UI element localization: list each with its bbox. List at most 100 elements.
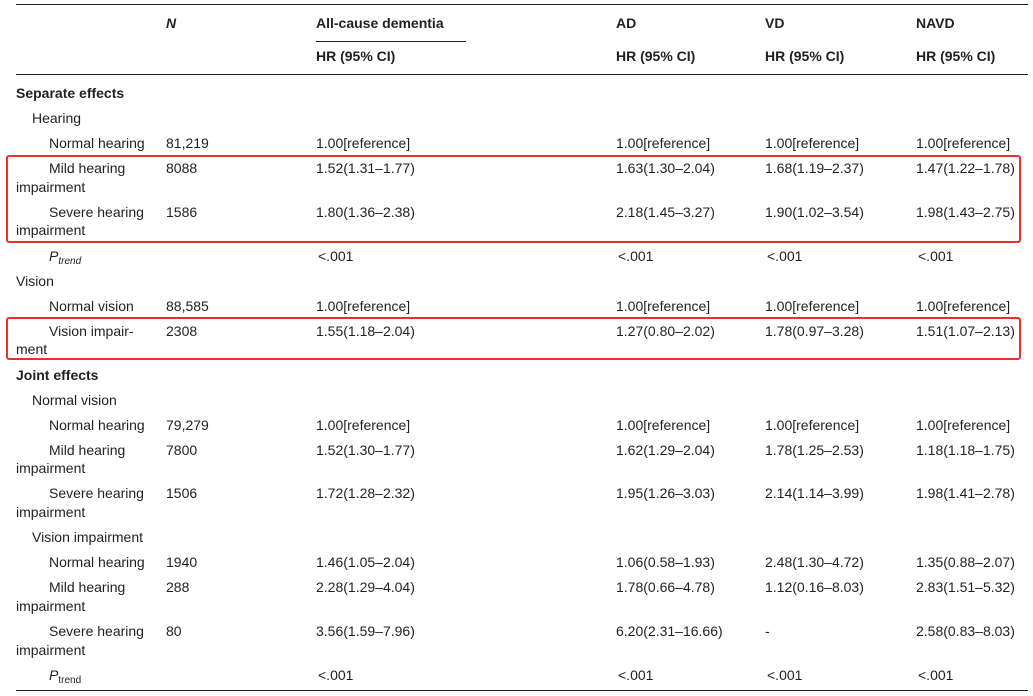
header-hr-all: HR (95% CI) [316,48,396,64]
row-label: Mild hearing [49,579,126,595]
cell-navd: 2.83(1.51–5.32) [916,579,1015,595]
cell-vd: 1.00[reference] [765,135,860,151]
section-title-separate: Separate effects [16,85,125,101]
row-label: Normal hearing [49,135,145,151]
section-title-joint: Joint effects [16,367,99,383]
row-label: Severe hearing [49,204,144,220]
row-label: Severe hearing [49,485,144,501]
cell-navd: <.001 [918,667,954,683]
subsection-vision-impairment: Vision impairment [32,529,144,545]
cell-all: 1.55(1.18–2.04) [316,323,415,339]
header-vd: VD [765,15,785,31]
cell-n: 7800 [166,442,198,458]
cell-n: 8088 [166,160,198,176]
cell-all: 1.00[reference] [316,135,411,151]
cell-ad: 2.18(1.45–3.27) [616,204,715,220]
cell-vd: 2.48(1.30–4.72) [765,554,864,570]
cell-navd: <.001 [918,248,954,264]
cell-navd: 1.00[reference] [916,417,1011,433]
cell-ad: <.001 [618,667,654,683]
header-navd: NAVD [916,15,955,31]
cell-vd: 1.12(0.16–8.03) [765,579,864,595]
cell-navd: 1.47(1.22–1.78) [916,160,1015,176]
cell-n: 80 [166,623,182,639]
cell-ad: 1.00[reference] [616,417,711,433]
bottom-rule [16,690,1028,691]
cell-n: 81,219 [166,135,209,151]
row-label-cont: impairment [16,598,86,614]
row-label-cont: impairment [16,642,86,658]
cell-all: 1.52(1.31–1.77) [316,160,415,176]
row-label-cont: impairment [16,179,86,195]
cell-vd: <.001 [767,248,803,264]
cell-ad: <.001 [618,248,654,264]
cell-navd: 1.98(1.43–2.75) [916,204,1015,220]
row-label: Vision impair- [49,323,134,339]
cell-vd: 2.14(1.14–3.99) [765,485,864,501]
cell-vd: 1.78(0.97–3.28) [765,323,864,339]
cell-ad: 1.27(0.80–2.02) [616,323,715,339]
subsection-vision: Vision [16,273,54,289]
cell-ad: 1.63(1.30–2.04) [616,160,715,176]
ptrend-label: Ptrend [49,248,82,267]
row-label-cont: impairment [16,460,86,476]
row-label: Mild hearing [49,160,126,176]
cell-navd: 1.35(0.88–2.07) [916,554,1015,570]
cell-n: 1506 [166,485,198,501]
cell-vd: 1.68(1.19–2.37) [765,160,864,176]
cell-vd: 1.00[reference] [765,298,860,314]
header-all-cause: All-cause dementia [316,15,444,31]
row-label: Severe hearing [49,623,144,639]
subsection-hearing: Hearing [32,110,82,126]
cell-navd: 1.51(1.07–2.13) [916,323,1015,339]
cell-vd: 1.78(1.25–2.53) [765,442,864,458]
cell-all: 1.52(1.30–1.77) [316,442,415,458]
header-hr-ad: HR (95% CI) [616,48,696,64]
cell-ad: 1.62(1.29–2.04) [616,442,715,458]
row-label-cont: ment [16,341,48,357]
cell-n: 79,279 [166,417,209,433]
highlight-vision-impairment [6,317,1021,360]
row-label: Normal hearing [49,417,145,433]
cell-ad: 1.78(0.66–4.78) [616,579,715,595]
top-rule [16,4,1028,5]
cell-vd: <.001 [767,667,803,683]
cell-n: 1940 [166,554,198,570]
cell-all: <.001 [318,667,354,683]
row-label: Mild hearing [49,442,126,458]
cell-navd: 1.00[reference] [916,135,1011,151]
cell-n: 1586 [166,204,198,220]
cell-navd: 1.98(1.41–2.78) [916,485,1015,501]
cell-navd: 1.00[reference] [916,298,1011,314]
cell-ad: 6.20(2.31–16.66) [616,623,723,639]
cell-all: 1.80(1.36–2.38) [316,204,415,220]
highlight-hearing-impairment [6,155,1021,243]
cell-all: 1.72(1.28–2.32) [316,485,415,501]
row-label: Normal vision [49,298,134,314]
row-label: Normal hearing [49,554,145,570]
cell-all: 3.56(1.59–7.96) [316,623,415,639]
header-rule [16,74,1028,75]
header-hr-navd: HR (95% CI) [916,48,996,64]
all-cause-underline [316,41,466,42]
cell-all: 1.00[reference] [316,417,411,433]
cell-ad: 1.06(0.58–1.93) [616,554,715,570]
cell-all: 2.28(1.29–4.04) [316,579,415,595]
subsection-normal-vision: Normal vision [32,392,117,408]
cell-navd: 2.58(0.83–8.03) [916,623,1015,639]
cell-navd: 1.18(1.18–1.75) [916,442,1015,458]
cell-all: 1.00[reference] [316,298,411,314]
cell-all: <.001 [318,248,354,264]
cell-vd: 1.00[reference] [765,417,860,433]
cell-ad: 1.95(1.26–3.03) [616,485,715,501]
cell-vd: - [765,623,770,639]
cell-n: 288 [166,579,190,595]
row-label-cont: impairment [16,504,86,520]
cell-ad: 1.00[reference] [616,298,711,314]
cell-ad: 1.00[reference] [616,135,711,151]
ptrend-label: Ptrend [49,667,82,686]
cell-vd: 1.90(1.02–3.54) [765,204,864,220]
cell-n: 2308 [166,323,198,339]
row-label-cont: impairment [16,222,86,238]
header-hr-vd: HR (95% CI) [765,48,845,64]
